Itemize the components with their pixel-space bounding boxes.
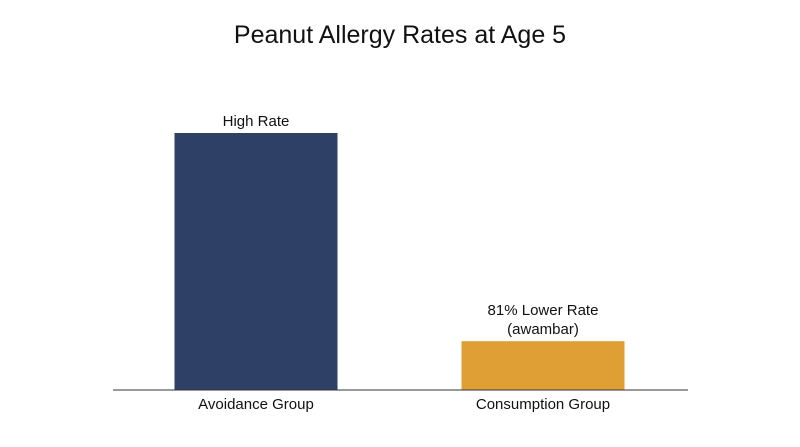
- bar-2: [461, 341, 625, 390]
- category-labels: Avoidance Group Consumption Group: [198, 396, 610, 413]
- bar-1-annotation-line-1: High Rate: [223, 113, 290, 130]
- chart-title: Peanut Allergy Rates at Age 5: [234, 21, 566, 49]
- category-label-2: Consumption Group: [476, 396, 610, 413]
- bar-2-annotation-line-1: 81% Lower Rate: [488, 302, 599, 319]
- bar-1: [174, 133, 338, 390]
- bars-layer: [174, 133, 625, 390]
- category-label-1: Avoidance Group: [198, 396, 314, 413]
- bar-annotations: High Rate 81% Lower Rate (awambar): [223, 113, 599, 338]
- bar-2-annotation-line-2: (awambar): [507, 321, 579, 338]
